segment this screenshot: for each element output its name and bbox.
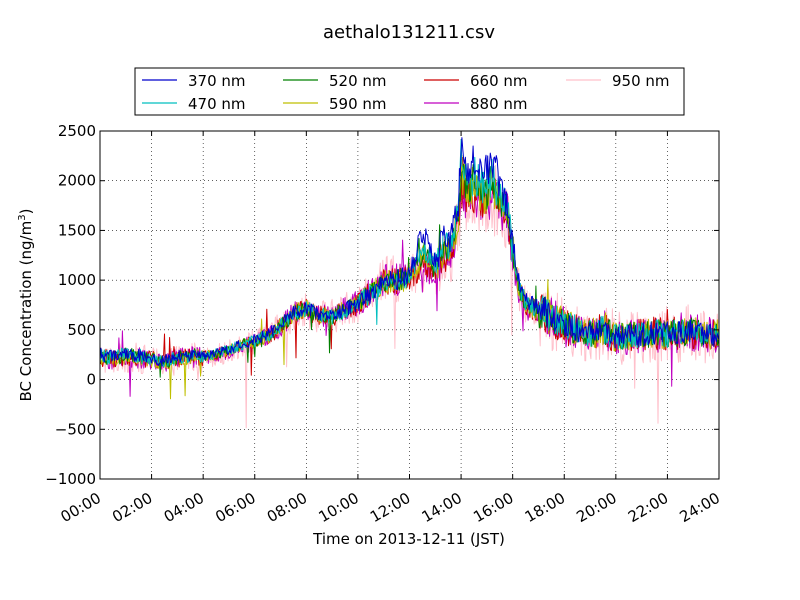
legend-label: 660 nm (470, 72, 528, 90)
series-line (99, 137, 720, 367)
x-tick-label: 04:00 (161, 489, 207, 526)
chart-title: aethalo131211.csv (323, 22, 495, 43)
x-tick-label: 10:00 (315, 489, 361, 526)
x-tick-label: 08:00 (264, 489, 310, 526)
x-tick-label: 16:00 (470, 489, 516, 526)
x-tick-label: 24:00 (677, 489, 723, 526)
y-tick-label: −500 (55, 420, 96, 438)
legend: 370 nm 470 nm 520 nm 590 nm 660 nm 880 nm 950 … (134, 67, 685, 116)
y-axis-label-main: BC Concentration (ng/m (17, 221, 35, 402)
y-tick-label: 2500 (58, 122, 96, 140)
x-tick-label: 14:00 (419, 489, 465, 526)
y-tick-label: −1000 (45, 470, 96, 488)
y-tick-label: 1500 (58, 221, 96, 239)
x-tick-labels: 00:00 02:00 04:00 06:00 08:00 10:00 12:00 14:00… (58, 489, 723, 526)
x-tick-label: 00:00 (58, 489, 104, 526)
y-tick-label: 500 (67, 321, 96, 339)
legend-label: 950 nm (612, 72, 670, 90)
legend-items: 370 nm 470 nm 520 nm 590 nm 660 nm 880 nm 950 … (142, 72, 670, 113)
legend-box (134, 67, 685, 116)
y-tick-labels: −1000 −500 0 500 1000 1500 2000 2500 (45, 122, 96, 488)
x-tick-label: 12:00 (367, 489, 413, 526)
series-line (99, 139, 720, 368)
x-tick-label: 22:00 (625, 489, 671, 526)
y-axis-label-end: ) (17, 209, 35, 215)
x-tick-label: 02:00 (109, 489, 155, 526)
grid-lines (100, 131, 719, 479)
x-tick-label: 06:00 (212, 489, 258, 526)
y-tick-label: 0 (86, 371, 96, 389)
legend-label: 880 nm (470, 95, 528, 113)
series-layer (99, 137, 720, 429)
y-tick-label: 2000 (58, 172, 96, 190)
x-axis-label: Time on 2013-12-11 (JST) (312, 530, 505, 548)
y-axis-label: BC Concentration (ng/m3) (17, 209, 35, 402)
x-tick-label: 18:00 (522, 489, 568, 526)
legend-label: 590 nm (329, 95, 387, 113)
legend-label: 520 nm (329, 72, 387, 90)
axis-ticks (99, 130, 720, 480)
legend-label: 470 nm (188, 95, 246, 113)
x-tick-label: 20:00 (573, 489, 619, 526)
legend-label: 370 nm (188, 72, 246, 90)
y-tick-label: 1000 (58, 271, 96, 289)
y-axis-label-sup: 3 (17, 214, 28, 220)
